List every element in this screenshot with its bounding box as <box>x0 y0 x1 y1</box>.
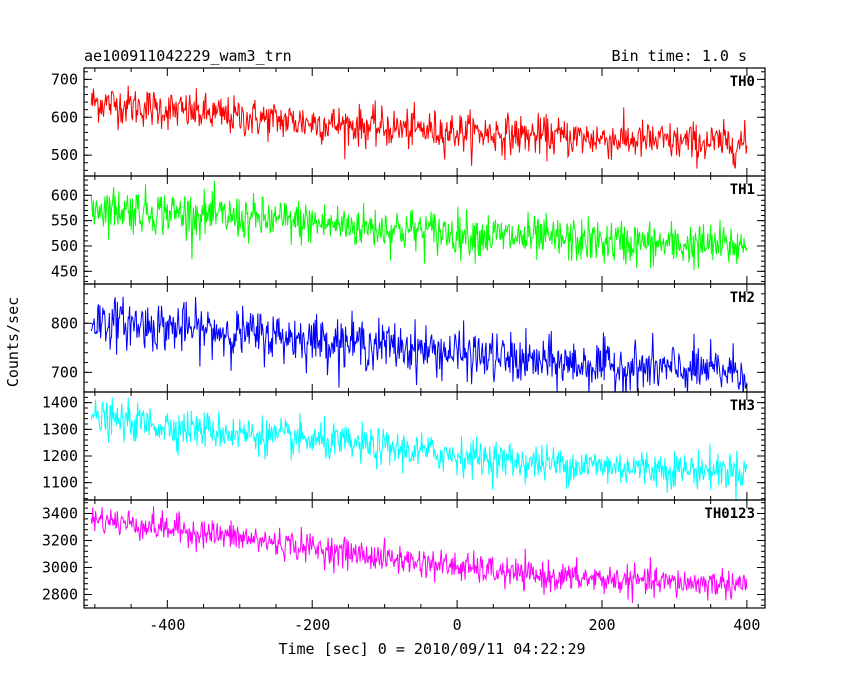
x-tick-label: -200 <box>294 616 330 634</box>
y-tick-label: 700 <box>51 70 78 88</box>
panel-frame-th2 <box>83 283 766 393</box>
y-tick-label: 1100 <box>42 474 78 492</box>
y-tick-label: 800 <box>51 314 78 332</box>
y-tick-label: 500 <box>51 237 78 255</box>
series-line-th1 <box>90 180 748 271</box>
panel-frame-th0 <box>83 67 766 177</box>
x-tick-label: -400 <box>149 616 185 634</box>
y-tick-label: 450 <box>51 262 78 280</box>
panel-frame-th0123 <box>83 499 766 609</box>
panel-label-th0123: TH0123 <box>704 506 755 522</box>
panel-label-th3: TH3 <box>730 398 755 414</box>
y-tick-label: 3200 <box>42 532 78 550</box>
x-tick-label: 400 <box>733 616 760 634</box>
y-tick-label: 700 <box>51 363 78 381</box>
chart-title-right: Bin time: 1.0 s <box>612 47 747 65</box>
x-axis-label: Time [sec] 0 = 2010/09/11 04:22:29 <box>278 640 585 658</box>
x-tick-label: 0 <box>453 616 462 634</box>
y-tick-label: 3400 <box>42 505 78 523</box>
series-line-th3 <box>90 397 748 500</box>
y-tick-label: 2800 <box>42 586 78 604</box>
x-tick-label: 200 <box>588 616 615 634</box>
y-axis-label: Counts/sec <box>4 297 22 387</box>
chart-title-left: ae100911042229_wam3_trn <box>84 47 292 65</box>
series-line-th0123 <box>90 506 748 603</box>
panel-label-th0: TH0 <box>730 74 755 90</box>
panel-label-th1: TH1 <box>730 182 755 198</box>
y-tick-label: 600 <box>51 108 78 126</box>
y-tick-label: 1300 <box>42 420 78 438</box>
y-tick-label: 550 <box>51 212 78 230</box>
y-tick-label: 1400 <box>42 394 78 412</box>
y-tick-label: 3000 <box>42 559 78 577</box>
panel-label-th2: TH2 <box>730 290 755 306</box>
series-line-th0 <box>90 85 748 169</box>
series-line-th2 <box>90 296 748 392</box>
panels-group: 500 600 700 TH0 450 500 550 600 TH1 700 800 TH2 1100… <box>42 67 766 634</box>
y-tick-label: 600 <box>51 186 78 204</box>
y-tick-label: 500 <box>51 146 78 164</box>
y-tick-label: 1200 <box>42 447 78 465</box>
